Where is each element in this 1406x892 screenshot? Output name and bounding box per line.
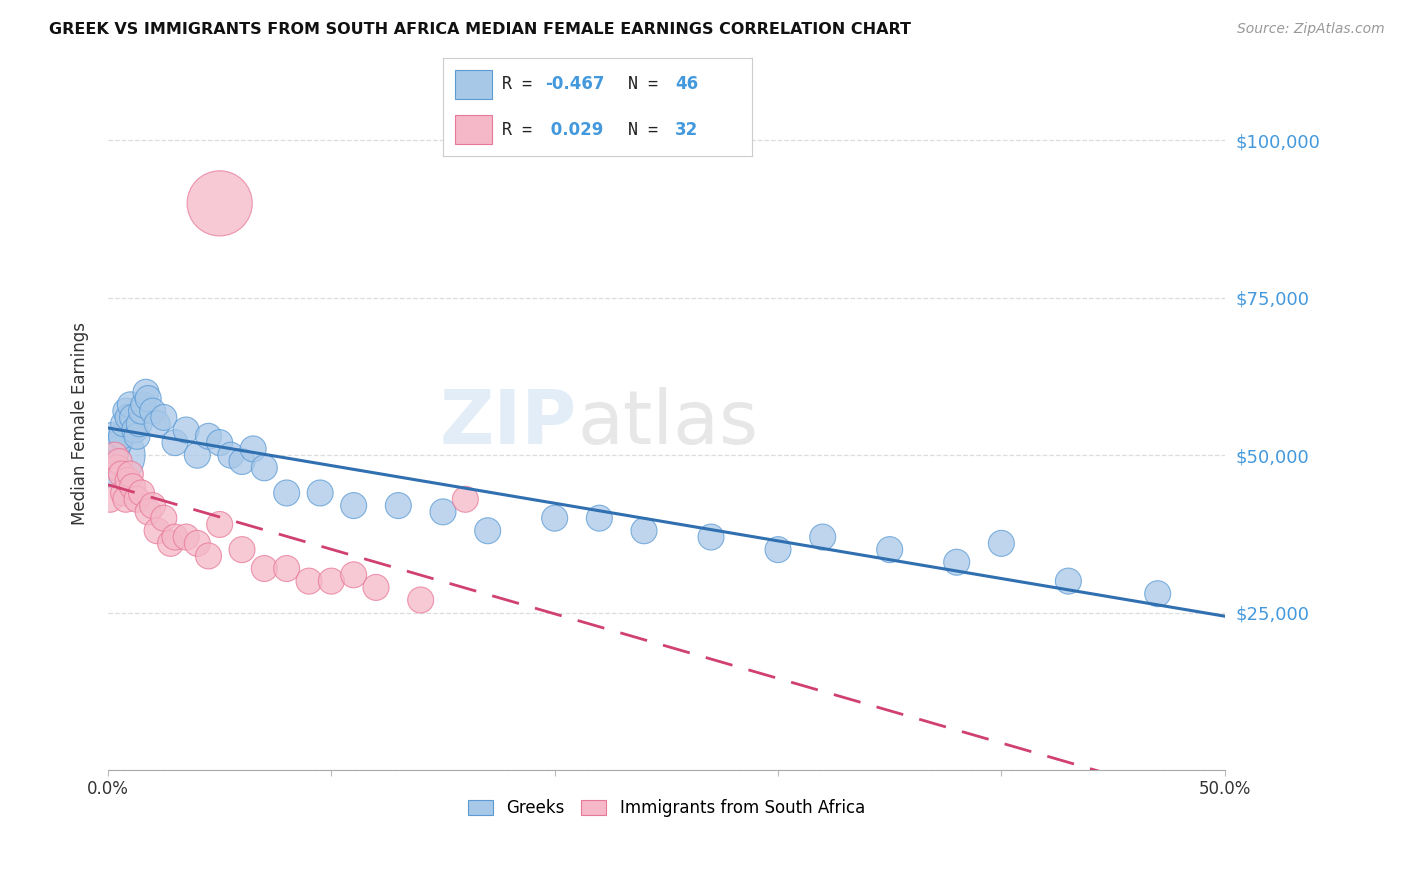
Point xyxy=(309,486,332,500)
Text: N =: N = xyxy=(628,120,668,138)
Point xyxy=(253,561,276,575)
Point xyxy=(104,448,127,462)
Point xyxy=(990,536,1012,550)
Point xyxy=(128,417,150,431)
Point xyxy=(700,530,723,544)
Point xyxy=(135,385,157,400)
Text: atlas: atlas xyxy=(576,387,758,460)
Text: R =: R = xyxy=(502,76,541,94)
Point xyxy=(115,492,138,507)
Point xyxy=(945,555,967,569)
Point xyxy=(121,480,143,494)
Point xyxy=(115,404,138,418)
Point xyxy=(146,417,169,431)
Point xyxy=(174,423,197,437)
Point xyxy=(125,429,148,443)
Point xyxy=(231,454,253,468)
Text: ZIP: ZIP xyxy=(440,387,576,460)
Point xyxy=(276,561,298,575)
Point xyxy=(186,448,208,462)
Point xyxy=(104,454,127,468)
Point xyxy=(454,492,477,507)
Legend: Greeks, Immigrants from South Africa: Greeks, Immigrants from South Africa xyxy=(461,793,872,824)
Point xyxy=(1057,574,1080,588)
Y-axis label: Median Female Earnings: Median Female Earnings xyxy=(72,322,89,525)
Point xyxy=(98,492,121,507)
Point xyxy=(132,398,155,412)
Point xyxy=(174,530,197,544)
Point xyxy=(1146,587,1168,601)
Point xyxy=(146,524,169,538)
Point xyxy=(110,467,132,481)
Point xyxy=(131,486,153,500)
Point xyxy=(253,460,276,475)
Point xyxy=(101,448,124,462)
Point xyxy=(105,460,128,475)
Bar xyxy=(456,115,492,145)
Point xyxy=(276,486,298,500)
Point xyxy=(125,492,148,507)
Text: -0.467: -0.467 xyxy=(546,76,605,94)
Point xyxy=(120,398,142,412)
Bar xyxy=(456,70,492,99)
Point xyxy=(124,423,146,437)
Point xyxy=(208,517,231,532)
Point xyxy=(231,542,253,557)
Point xyxy=(159,536,181,550)
Point xyxy=(163,530,186,544)
Point xyxy=(136,392,159,406)
Point xyxy=(343,499,366,513)
Point xyxy=(153,410,176,425)
Point xyxy=(208,435,231,450)
Point xyxy=(117,474,139,488)
Point xyxy=(343,567,366,582)
Point xyxy=(197,549,219,563)
Point xyxy=(321,574,343,588)
Point xyxy=(432,505,454,519)
Point xyxy=(117,410,139,425)
Point xyxy=(588,511,610,525)
Text: Source: ZipAtlas.com: Source: ZipAtlas.com xyxy=(1237,22,1385,37)
Text: 46: 46 xyxy=(675,76,697,94)
Point xyxy=(120,467,142,481)
Point xyxy=(163,435,186,450)
Point xyxy=(186,536,208,550)
Point xyxy=(112,486,135,500)
Point xyxy=(409,593,432,607)
Text: R =: R = xyxy=(502,120,541,138)
Point xyxy=(121,410,143,425)
Point xyxy=(477,524,499,538)
Point xyxy=(879,542,901,557)
Text: 32: 32 xyxy=(675,120,699,138)
Point xyxy=(766,542,789,557)
Point xyxy=(208,196,231,211)
Point xyxy=(105,442,128,456)
Point xyxy=(811,530,834,544)
Point xyxy=(110,429,132,443)
Point xyxy=(633,524,655,538)
Point xyxy=(197,429,219,443)
Point xyxy=(298,574,321,588)
Point xyxy=(131,404,153,418)
Point xyxy=(136,505,159,519)
Point xyxy=(142,499,165,513)
Point xyxy=(108,435,131,450)
Point xyxy=(242,442,264,456)
Point xyxy=(112,417,135,431)
Point xyxy=(544,511,567,525)
Point xyxy=(219,448,242,462)
Text: 0.029: 0.029 xyxy=(546,120,603,138)
Text: GREEK VS IMMIGRANTS FROM SOUTH AFRICA MEDIAN FEMALE EARNINGS CORRELATION CHART: GREEK VS IMMIGRANTS FROM SOUTH AFRICA ME… xyxy=(49,22,911,37)
Point xyxy=(153,511,176,525)
Point xyxy=(108,454,131,468)
Point xyxy=(142,404,165,418)
Point xyxy=(364,581,387,595)
Text: N =: N = xyxy=(628,76,668,94)
Point xyxy=(387,499,409,513)
